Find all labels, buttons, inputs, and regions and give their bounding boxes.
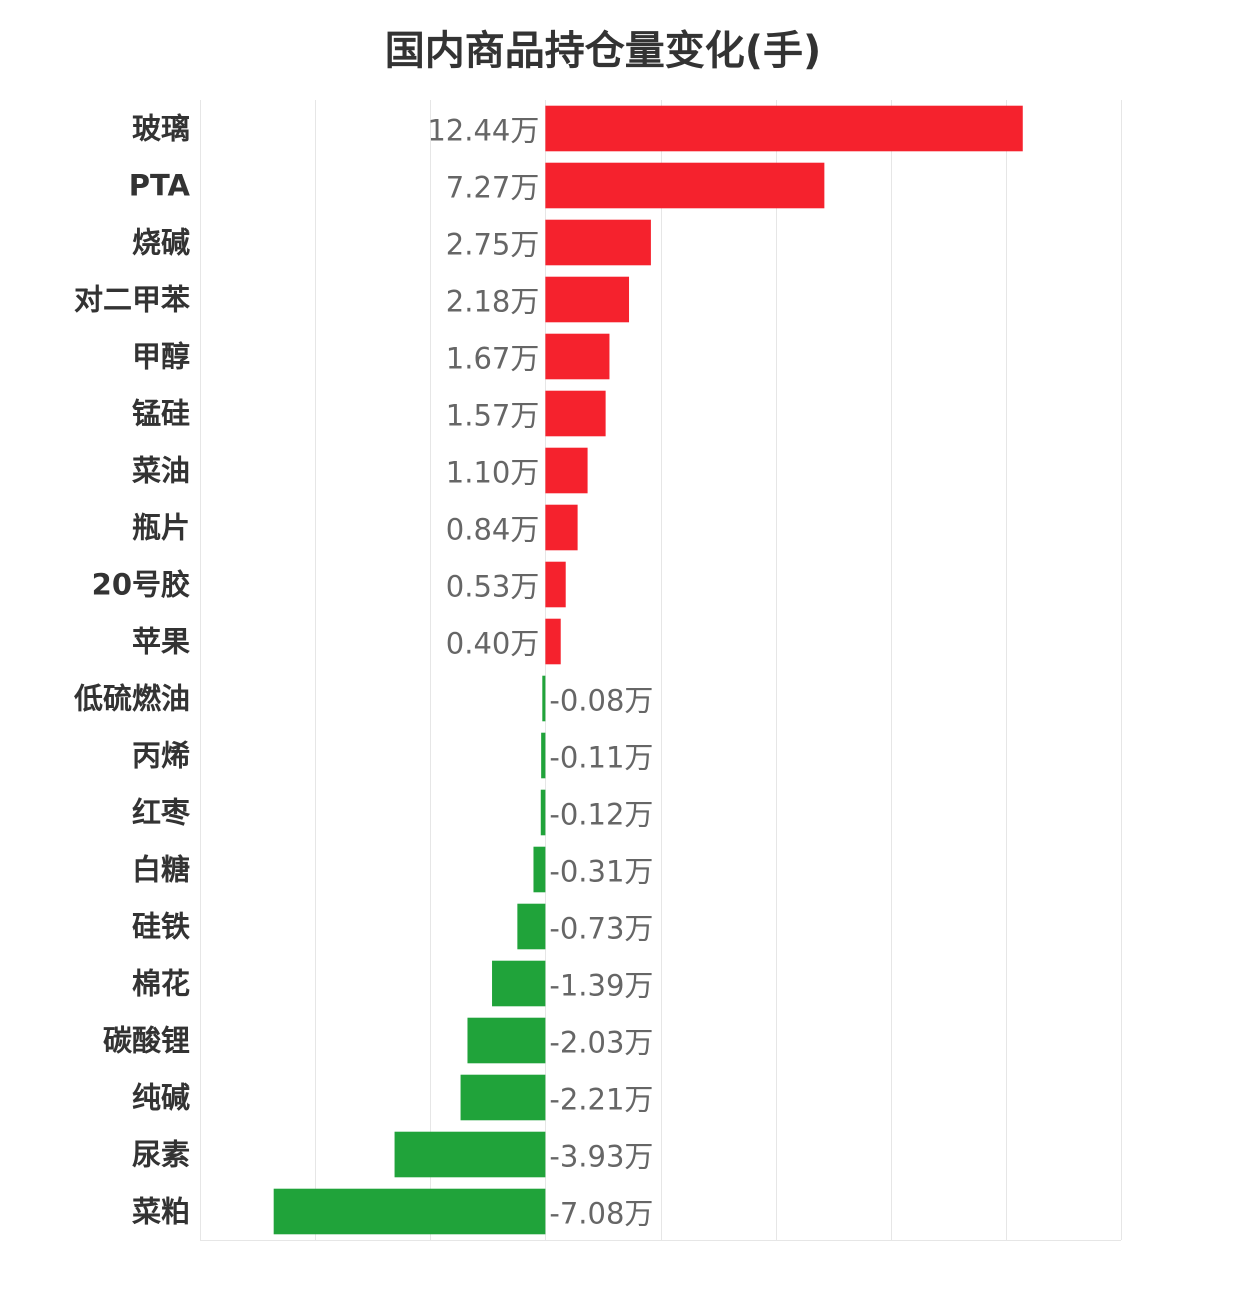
category-label: 丙烯 <box>132 739 190 773</box>
category-label: 低硫燃油 <box>73 682 190 716</box>
value-label: 0.84万 <box>446 513 540 547</box>
bar <box>545 618 561 665</box>
value-label: 7.27万 <box>446 171 540 205</box>
bar <box>545 561 566 608</box>
category-label: 玻璃 <box>132 112 190 146</box>
value-label: -0.73万 <box>549 912 653 946</box>
value-label: -2.03万 <box>549 1026 653 1060</box>
category-label: 锰硅 <box>132 397 190 431</box>
category-label: 苹果 <box>132 625 190 659</box>
category-label: PTA <box>129 169 191 203</box>
bar <box>540 789 546 836</box>
value-label: -0.12万 <box>549 798 653 832</box>
bar <box>545 219 651 266</box>
bar <box>545 504 578 551</box>
value-label: 2.18万 <box>446 285 540 319</box>
bar <box>545 162 825 209</box>
chart-title: 国内商品持仓量变化(手) <box>384 28 822 74</box>
category-label: 碳酸锂 <box>103 1024 190 1058</box>
value-label: 2.75万 <box>446 228 540 262</box>
bar <box>467 1017 546 1064</box>
value-label: 1.67万 <box>446 342 540 376</box>
value-labels: 12.44万 7.27万 2.75万 2.18万 1.67万 1.57万 1.10万 0.84… <box>427 114 653 1231</box>
grid-lines <box>200 100 1122 1241</box>
value-label: 12.44万 <box>427 114 539 148</box>
bars <box>273 105 1023 1235</box>
bar <box>273 1188 546 1235</box>
value-label: 1.10万 <box>446 456 540 490</box>
category-label: 白糖 <box>132 853 190 887</box>
category-label: 瓶片 <box>132 511 190 545</box>
value-label: -2.21万 <box>549 1083 653 1117</box>
category-label: 20号胶 <box>92 568 190 602</box>
bar <box>460 1074 546 1121</box>
value-label: -3.93万 <box>549 1140 653 1174</box>
value-label: -7.08万 <box>549 1197 653 1231</box>
value-label: -0.31万 <box>549 855 653 889</box>
value-label: 1.57万 <box>446 399 540 433</box>
bar <box>492 960 546 1007</box>
bar <box>545 333 610 380</box>
category-label: 硅铁 <box>132 910 190 944</box>
category-label: 菜粕 <box>132 1195 190 1229</box>
bar <box>545 276 630 323</box>
bar <box>533 846 546 893</box>
category-label: 甲醇 <box>132 340 190 374</box>
category-label: 烧碱 <box>132 226 190 260</box>
category-label: 纯碱 <box>132 1081 190 1115</box>
bar <box>542 675 546 722</box>
bar <box>394 1131 546 1178</box>
category-label: 棉花 <box>132 967 190 1001</box>
category-label: 尿素 <box>132 1138 190 1172</box>
bar <box>545 447 588 494</box>
value-label: -1.39万 <box>549 969 653 1003</box>
value-label: 0.40万 <box>446 627 540 661</box>
bar <box>517 903 546 950</box>
bar <box>545 390 606 437</box>
bar <box>545 105 1023 152</box>
value-label: 0.53万 <box>446 570 540 604</box>
category-label: 红枣 <box>132 796 191 830</box>
category-label: 对二甲苯 <box>74 283 190 317</box>
category-label: 菜油 <box>132 454 190 488</box>
bar <box>541 732 546 779</box>
value-label: -0.11万 <box>549 741 653 775</box>
value-label: -0.08万 <box>549 684 653 718</box>
